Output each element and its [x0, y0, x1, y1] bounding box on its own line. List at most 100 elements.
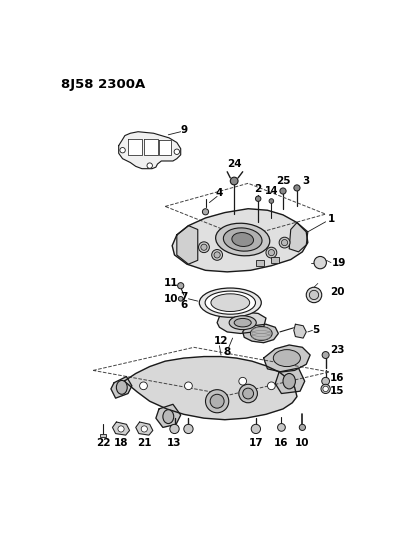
Ellipse shape — [232, 232, 254, 246]
Polygon shape — [275, 368, 305, 393]
Text: 2: 2 — [255, 184, 262, 193]
Circle shape — [323, 386, 328, 392]
Polygon shape — [217, 312, 266, 334]
Text: 21: 21 — [137, 438, 152, 448]
Circle shape — [282, 239, 288, 246]
Polygon shape — [136, 422, 153, 435]
Circle shape — [230, 177, 238, 185]
Text: 7: 7 — [180, 292, 187, 302]
Text: 9: 9 — [180, 125, 187, 135]
Polygon shape — [119, 132, 181, 168]
Text: 18: 18 — [114, 438, 128, 448]
Circle shape — [267, 382, 275, 390]
Bar — [100, 433, 106, 438]
Circle shape — [280, 188, 286, 194]
Circle shape — [140, 382, 147, 390]
Ellipse shape — [283, 374, 295, 389]
Circle shape — [251, 424, 261, 433]
Text: 15: 15 — [330, 386, 345, 396]
Circle shape — [314, 256, 326, 269]
Circle shape — [306, 287, 322, 303]
Circle shape — [185, 382, 192, 390]
Circle shape — [269, 199, 274, 203]
Polygon shape — [159, 140, 171, 155]
Text: 12: 12 — [214, 336, 228, 346]
Circle shape — [321, 384, 330, 393]
Circle shape — [202, 209, 208, 215]
Text: 5: 5 — [312, 325, 319, 335]
Text: 17: 17 — [248, 438, 263, 448]
Polygon shape — [111, 377, 132, 398]
Text: 19: 19 — [332, 257, 346, 268]
Polygon shape — [156, 405, 181, 427]
Polygon shape — [124, 357, 297, 419]
Circle shape — [309, 290, 319, 300]
Circle shape — [299, 424, 305, 431]
Polygon shape — [294, 324, 306, 338]
Ellipse shape — [211, 294, 250, 311]
Text: 4: 4 — [216, 188, 223, 198]
Text: 8J58 2300A: 8J58 2300A — [61, 78, 145, 91]
Ellipse shape — [199, 288, 261, 317]
Text: 24: 24 — [227, 159, 242, 169]
Polygon shape — [243, 324, 278, 343]
Polygon shape — [112, 422, 130, 435]
Circle shape — [239, 384, 257, 403]
Ellipse shape — [223, 228, 262, 251]
Text: 1: 1 — [327, 214, 335, 224]
Circle shape — [214, 252, 220, 258]
Text: 23: 23 — [330, 345, 345, 356]
Text: 6: 6 — [180, 300, 187, 310]
Text: 11: 11 — [163, 278, 178, 288]
Text: 10: 10 — [295, 438, 309, 448]
Circle shape — [212, 249, 223, 260]
Ellipse shape — [163, 410, 174, 424]
Circle shape — [322, 377, 330, 385]
Circle shape — [147, 163, 152, 168]
Polygon shape — [289, 223, 308, 252]
Ellipse shape — [274, 350, 301, 367]
Text: 20: 20 — [330, 287, 345, 297]
Circle shape — [198, 242, 209, 253]
Ellipse shape — [216, 223, 270, 256]
Circle shape — [239, 377, 246, 385]
Polygon shape — [177, 225, 198, 264]
Circle shape — [210, 394, 224, 408]
Ellipse shape — [116, 381, 127, 394]
Circle shape — [255, 196, 261, 201]
Circle shape — [179, 296, 183, 301]
Circle shape — [206, 390, 229, 413]
Circle shape — [266, 247, 277, 258]
Text: 22: 22 — [96, 438, 110, 448]
Polygon shape — [172, 209, 308, 272]
Polygon shape — [264, 345, 310, 372]
Circle shape — [278, 424, 285, 431]
Text: 8: 8 — [223, 347, 231, 357]
Circle shape — [174, 149, 179, 155]
Circle shape — [279, 237, 290, 248]
Text: 16: 16 — [330, 373, 345, 383]
Circle shape — [294, 185, 300, 191]
Text: 25: 25 — [276, 176, 290, 186]
Polygon shape — [144, 140, 158, 155]
Circle shape — [243, 388, 254, 399]
Text: 14: 14 — [265, 186, 278, 196]
Circle shape — [120, 148, 125, 153]
Circle shape — [201, 244, 207, 251]
Circle shape — [170, 424, 179, 433]
Text: 10: 10 — [163, 294, 178, 304]
Circle shape — [178, 282, 184, 289]
Bar — [271, 257, 279, 263]
Circle shape — [184, 424, 193, 433]
Polygon shape — [128, 140, 142, 155]
Bar — [256, 260, 264, 265]
Ellipse shape — [234, 318, 251, 327]
Ellipse shape — [229, 316, 256, 329]
Text: 16: 16 — [274, 438, 289, 448]
Circle shape — [322, 352, 329, 359]
Ellipse shape — [205, 291, 255, 314]
Circle shape — [118, 426, 124, 432]
Circle shape — [141, 426, 147, 432]
Text: 3: 3 — [303, 176, 310, 186]
Text: 13: 13 — [167, 438, 182, 448]
